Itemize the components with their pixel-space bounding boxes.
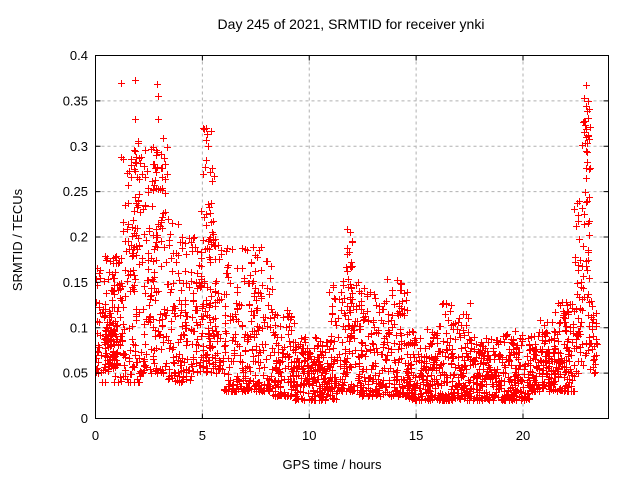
y-axis-label: SRMTID / TECUs (10, 188, 25, 291)
x-tick-label: 15 (409, 428, 423, 443)
x-tick-label: 0 (92, 428, 99, 443)
chart-title: Day 245 of 2021, SRMTID for receiver ynk… (218, 16, 485, 32)
axis-ticks (95, 55, 609, 419)
y-tick-label: 0.2 (70, 230, 88, 245)
y-tick-label: 0 (81, 411, 88, 426)
y-tick-label: 0.25 (63, 184, 88, 199)
y-tick-label: 0.1 (70, 320, 88, 335)
y-tick-label: 0.05 (63, 366, 88, 381)
x-tick-label: 5 (199, 428, 206, 443)
y-tick-label: 0.35 (63, 93, 88, 108)
x-tick-label: 20 (516, 428, 530, 443)
data-points (95, 77, 601, 404)
y-tick-label: 0.3 (70, 139, 88, 154)
x-tick-label: 10 (302, 428, 316, 443)
y-tick-label: 0.15 (63, 275, 88, 290)
scatter-marker-path (95, 77, 601, 404)
y-tick-label: 0.4 (70, 48, 88, 63)
grid-lines (95, 55, 609, 419)
tick-labels: 0 5 10 15 20 0 0.05 0.1 0.15 0.2 0.25 0.3 0.35 0.4 (63, 48, 531, 443)
x-axis-label: GPS time / hours (283, 457, 382, 472)
